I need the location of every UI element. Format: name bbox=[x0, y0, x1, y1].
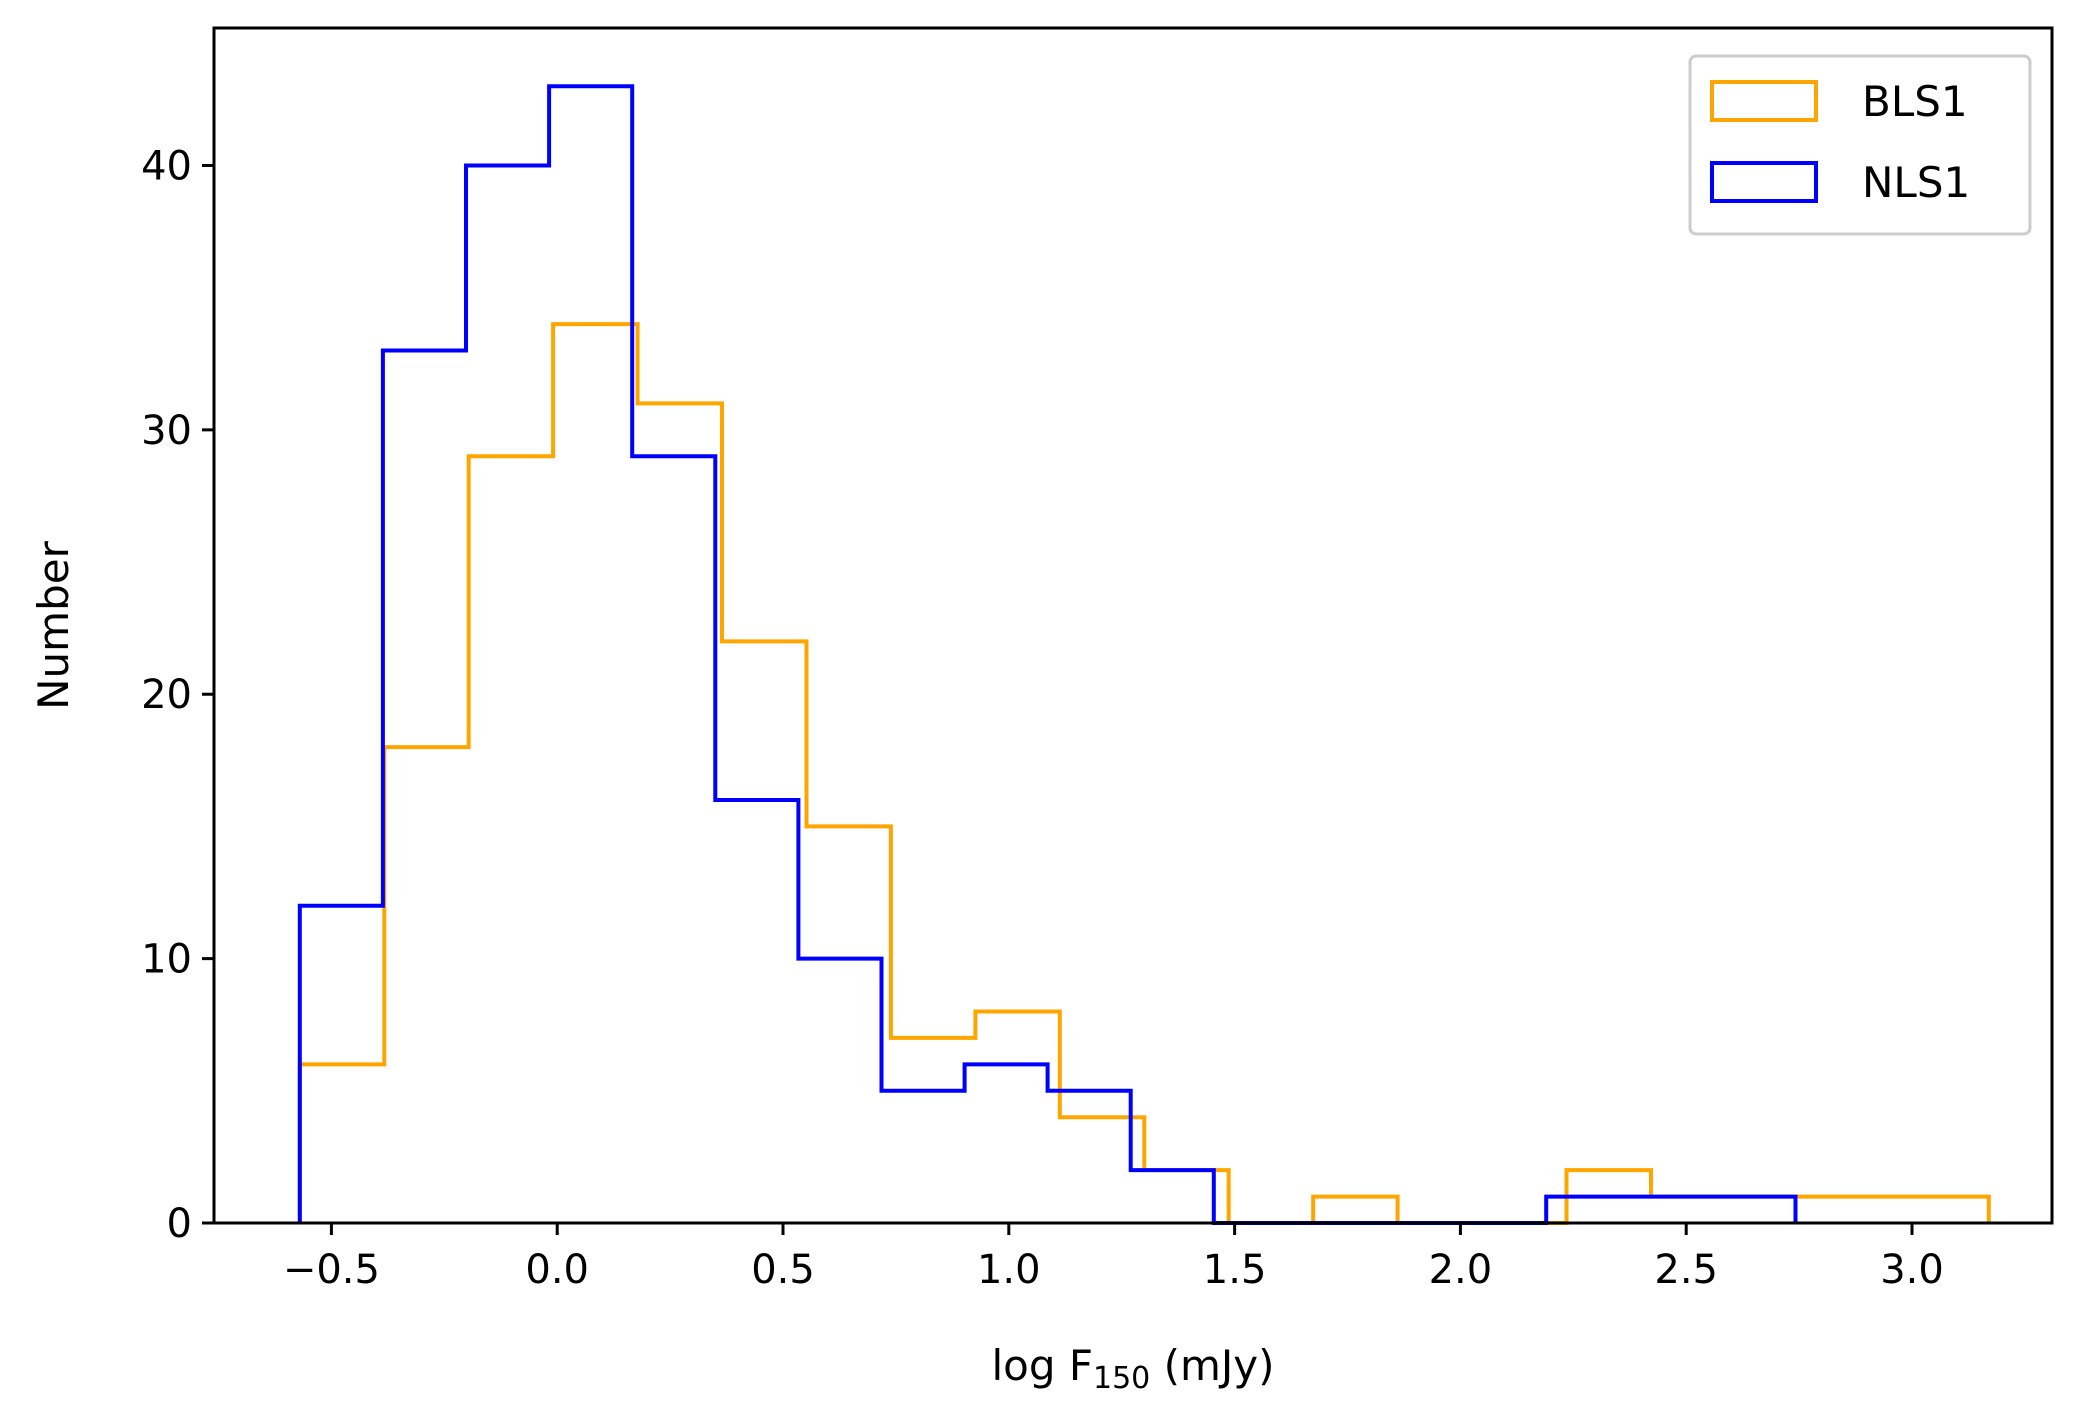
legend-box bbox=[1688, 54, 2032, 236]
y-tick-label: 20 bbox=[141, 672, 192, 718]
plot-frame bbox=[212, 26, 2054, 1225]
legend: BLS1 NLS1 bbox=[1688, 54, 2032, 236]
x-tick-label: 0.5 bbox=[751, 1247, 815, 1293]
y-tick-label: 0 bbox=[167, 1201, 192, 1247]
x-tick-label: 2.5 bbox=[1654, 1247, 1718, 1293]
x-axis-label-prefix: log F bbox=[991, 1341, 1093, 1390]
legend-label-bls1: BLS1 bbox=[1862, 77, 1968, 126]
x-tick-label: 2.0 bbox=[1429, 1247, 1493, 1293]
y-tick-label: 30 bbox=[141, 408, 192, 454]
legend-label-nls1: NLS1 bbox=[1862, 158, 1970, 207]
x-axis-label: log F150 (mJy) bbox=[991, 1341, 1274, 1396]
y-axis-label: Number bbox=[29, 540, 78, 709]
legend-swatch-bls1 bbox=[1710, 80, 1818, 122]
y-tick-label: 10 bbox=[141, 937, 192, 983]
y-tick-label: 40 bbox=[141, 143, 192, 189]
x-tick-label: −0.5 bbox=[283, 1247, 380, 1293]
x-axis-label-subscript: 150 bbox=[1093, 1361, 1150, 1396]
x-tick-label: 3.0 bbox=[1880, 1247, 1944, 1293]
series-bls1-histogram bbox=[297, 322, 1991, 1225]
axis-ticks-layer: −0.5 0.0 0.5 1.0 1.5 2.0 2.5 3.0 0 10 20 30 40 bbox=[141, 143, 1944, 1293]
x-tick-label: 0.0 bbox=[525, 1247, 589, 1293]
x-tick-label: 1.0 bbox=[977, 1247, 1041, 1293]
x-tick-label: 1.5 bbox=[1203, 1247, 1267, 1293]
x-axis-label-suffix: (mJy) bbox=[1150, 1341, 1274, 1390]
legend-swatch-nls1 bbox=[1710, 161, 1818, 203]
